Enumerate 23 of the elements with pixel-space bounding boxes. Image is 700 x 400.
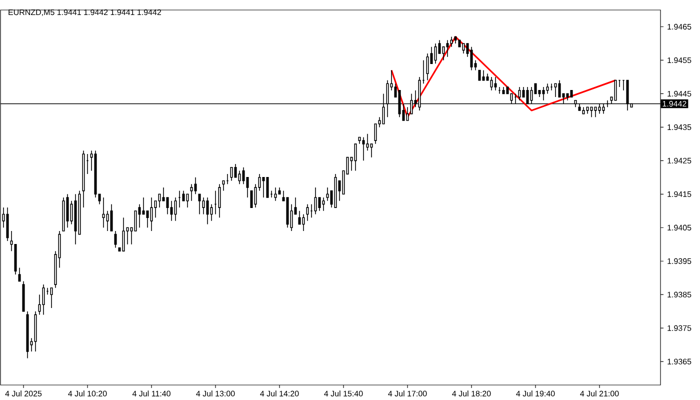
y-tick-label: 1.9365 <box>668 358 692 364</box>
x-tick-label: 4 Jul 2025 <box>5 390 42 396</box>
x-tick-label: 4 Jul 15:40 <box>324 390 363 396</box>
y-tick-label: 1.9395 <box>668 258 692 264</box>
x-tick-label: 4 Jul 13:00 <box>196 390 235 396</box>
x-tick-label: 4 Jul 11:40 <box>132 390 170 396</box>
y-tick-label: 1.9435 <box>668 124 692 130</box>
y-tick-label: 1.9445 <box>668 90 692 97</box>
x-tick-label: 4 Jul 10:20 <box>68 390 107 396</box>
x-tick-label: 4 Jul 17:00 <box>388 390 427 396</box>
y-tick-label: 1.9375 <box>668 325 692 331</box>
y-tick-label: 1.9415 <box>668 191 692 197</box>
y-tick-label: 1.9385 <box>668 292 692 298</box>
y-tick-label: 1.9465 <box>668 24 692 30</box>
ref-line-label: 1.9442 <box>662 100 686 107</box>
y-tick-label: 1.9405 <box>668 224 692 230</box>
y-tick-label: 1.9425 <box>668 158 692 164</box>
chart-title: EURNZD,M5 1.9441 1.9442 1.9441 1.9442 <box>8 9 161 16</box>
x-tick-label: 4 Jul 14:20 <box>260 390 299 396</box>
x-tick-label: 4 Jul 18:20 <box>452 390 491 396</box>
x-tick-label: 4 Jul 19:40 <box>516 390 555 396</box>
x-tick-label: 4 Jul 21:00 <box>580 390 619 396</box>
y-tick-label: 1.9455 <box>668 57 692 64</box>
